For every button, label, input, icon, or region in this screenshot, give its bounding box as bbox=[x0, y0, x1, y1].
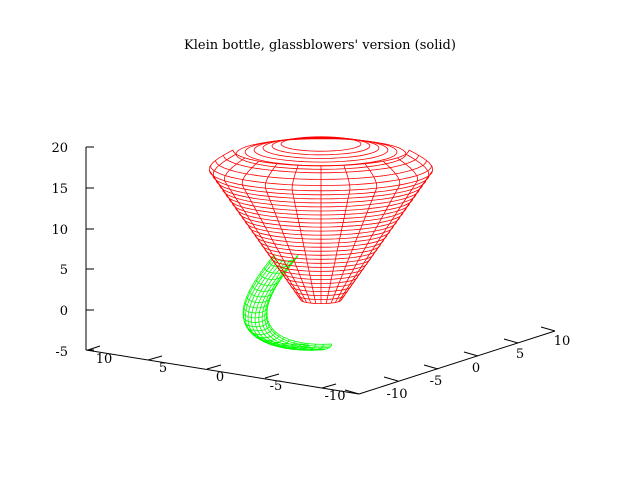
handle-longitude bbox=[244, 258, 311, 349]
y-tick-label: -10 bbox=[387, 387, 408, 402]
bowl-meridian bbox=[334, 160, 401, 303]
y-tick bbox=[463, 351, 479, 357]
bowl-meridian bbox=[241, 160, 308, 303]
z-tick-label: 5 bbox=[60, 263, 68, 278]
x-tick bbox=[87, 345, 101, 351]
bowl-meridian bbox=[224, 157, 304, 303]
y-tick-labels: -10 -5 0 5 10 bbox=[387, 334, 571, 402]
bowl-meridian bbox=[325, 165, 351, 304]
tick-marks bbox=[86, 146, 556, 395]
bowl-cap-ring bbox=[235, 138, 407, 170]
z-tick-label: 15 bbox=[51, 182, 68, 197]
y-tick-label: 0 bbox=[472, 361, 480, 376]
z-tick-label: 10 bbox=[51, 223, 68, 238]
bowl-meridian bbox=[209, 149, 302, 301]
x-tick bbox=[206, 364, 222, 370]
bowl-meridian bbox=[291, 165, 317, 304]
z-tick-labels: 20 15 10 5 0 -5 bbox=[51, 141, 68, 360]
y-tick-label: 10 bbox=[554, 334, 571, 349]
front-right-axis-line bbox=[358, 330, 556, 395]
front-left-axis-line bbox=[85, 349, 360, 395]
z-tick-label: 0 bbox=[60, 304, 68, 319]
z-tick-label: -5 bbox=[55, 345, 68, 360]
handle-surface bbox=[242, 254, 333, 351]
bowl-surface bbox=[209, 136, 433, 305]
x-tick bbox=[147, 355, 163, 361]
y-tick bbox=[383, 376, 399, 382]
bowl-meridian bbox=[264, 163, 312, 304]
y-tick-label: 5 bbox=[516, 347, 524, 362]
x-tick bbox=[321, 383, 337, 389]
chart-title: Klein bottle, glassblowers' version (sol… bbox=[184, 38, 456, 53]
x-tick-labels: 10 5 0 -5 -10 bbox=[96, 352, 346, 404]
handle-longitude bbox=[247, 259, 313, 350]
bowl-meridian bbox=[330, 163, 378, 304]
handle-longitude bbox=[250, 260, 317, 351]
y-tick-label: -5 bbox=[430, 374, 443, 389]
x-tick-label: 10 bbox=[96, 352, 113, 367]
z-tick-label: 20 bbox=[51, 141, 68, 156]
x-tick bbox=[264, 373, 280, 379]
y-tick bbox=[503, 338, 519, 344]
y-tick bbox=[423, 364, 439, 370]
y-tick bbox=[540, 326, 556, 332]
x-tick-label: -5 bbox=[270, 379, 283, 394]
y-tick bbox=[344, 389, 360, 395]
x-tick-label: 5 bbox=[159, 361, 167, 376]
bowl-meridian bbox=[338, 157, 418, 303]
axes bbox=[85, 147, 556, 395]
x-tick-label: -10 bbox=[325, 389, 346, 404]
handle-longitude bbox=[242, 254, 308, 345]
bowl-meridian bbox=[340, 153, 430, 302]
x-tick-label: 0 bbox=[216, 370, 224, 385]
bowl-ring bbox=[232, 149, 410, 167]
